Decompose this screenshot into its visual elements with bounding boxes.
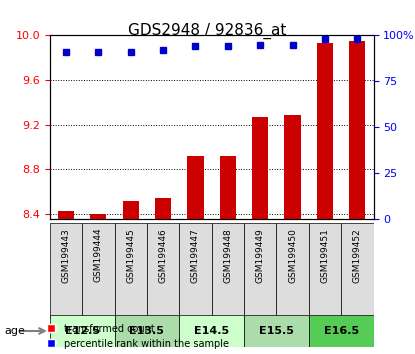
Bar bbox=[155, 198, 171, 219]
Text: GSM199444: GSM199444 bbox=[94, 228, 103, 282]
Text: GSM199447: GSM199447 bbox=[191, 228, 200, 282]
Text: GSM199445: GSM199445 bbox=[126, 228, 135, 282]
Bar bbox=[123, 200, 139, 219]
FancyBboxPatch shape bbox=[147, 223, 179, 319]
Text: GSM199448: GSM199448 bbox=[223, 228, 232, 282]
FancyBboxPatch shape bbox=[309, 315, 374, 347]
Text: E15.5: E15.5 bbox=[259, 326, 294, 336]
Bar bbox=[188, 156, 204, 219]
Bar bbox=[90, 214, 106, 219]
FancyBboxPatch shape bbox=[115, 223, 147, 319]
Text: GSM199450: GSM199450 bbox=[288, 228, 297, 283]
Text: GSM199451: GSM199451 bbox=[320, 228, 330, 283]
FancyBboxPatch shape bbox=[179, 223, 212, 319]
Text: GSM199443: GSM199443 bbox=[61, 228, 71, 282]
Text: E16.5: E16.5 bbox=[324, 326, 359, 336]
Text: E14.5: E14.5 bbox=[194, 326, 229, 336]
Bar bbox=[285, 115, 301, 219]
Text: GSM199446: GSM199446 bbox=[159, 228, 168, 282]
FancyBboxPatch shape bbox=[341, 223, 374, 319]
FancyBboxPatch shape bbox=[309, 223, 341, 319]
FancyBboxPatch shape bbox=[244, 315, 309, 347]
Bar bbox=[317, 43, 333, 219]
FancyBboxPatch shape bbox=[244, 223, 276, 319]
FancyBboxPatch shape bbox=[50, 223, 82, 319]
Text: GSM199452: GSM199452 bbox=[353, 228, 362, 282]
Bar bbox=[58, 211, 74, 219]
Text: GSM199449: GSM199449 bbox=[256, 228, 265, 282]
FancyBboxPatch shape bbox=[276, 223, 309, 319]
Text: GDS2948 / 92836_at: GDS2948 / 92836_at bbox=[128, 23, 287, 39]
Bar bbox=[349, 41, 366, 219]
Bar bbox=[220, 156, 236, 219]
FancyBboxPatch shape bbox=[212, 223, 244, 319]
FancyBboxPatch shape bbox=[179, 315, 244, 347]
Text: age: age bbox=[4, 326, 25, 336]
Bar bbox=[252, 117, 268, 219]
Legend: transformed count, percentile rank within the sample: transformed count, percentile rank withi… bbox=[42, 320, 232, 353]
FancyBboxPatch shape bbox=[50, 315, 115, 347]
Text: E12.5: E12.5 bbox=[65, 326, 100, 336]
FancyBboxPatch shape bbox=[82, 223, 115, 319]
Text: E13.5: E13.5 bbox=[129, 326, 164, 336]
FancyBboxPatch shape bbox=[115, 315, 179, 347]
